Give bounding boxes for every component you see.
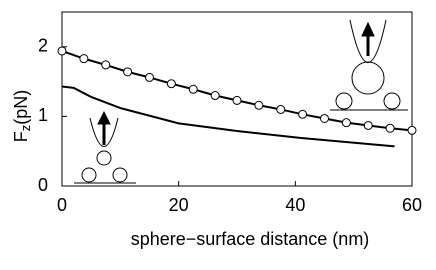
sphere xyxy=(96,150,112,166)
x-tick-label: 60 xyxy=(402,195,422,215)
y-label-symbol: F xyxy=(11,131,31,142)
x-tick-label: 40 xyxy=(285,195,305,215)
marker xyxy=(188,84,198,94)
marker xyxy=(363,120,373,130)
y-tick-label: 0 xyxy=(38,175,48,195)
y-tick-label: 1 xyxy=(38,105,48,125)
tip xyxy=(89,117,119,147)
marker xyxy=(145,72,154,82)
sphere xyxy=(335,92,353,110)
y-axis-label: Fz(pN) xyxy=(11,90,34,143)
marker xyxy=(166,79,176,89)
y-tick-label: 2 xyxy=(38,36,48,56)
marker xyxy=(123,67,133,77)
marker xyxy=(298,109,308,119)
y-label-subscript: z xyxy=(18,125,33,132)
x-tick-label: 20 xyxy=(169,195,189,215)
marker xyxy=(320,113,329,123)
inset-large xyxy=(330,19,408,111)
sphere xyxy=(81,167,97,183)
inset-small xyxy=(74,110,136,184)
arrow-head xyxy=(361,21,375,37)
marker xyxy=(407,125,417,135)
marker xyxy=(101,60,111,70)
arrow-head xyxy=(97,110,111,125)
x-tick-label: 0 xyxy=(57,195,67,215)
y-label-unit: (pN) xyxy=(11,90,31,125)
x-axis-label: sphere−surface distance (nm) xyxy=(131,229,370,249)
sphere xyxy=(351,61,385,95)
series-line xyxy=(61,85,395,148)
marker xyxy=(79,54,89,64)
marker xyxy=(57,46,67,56)
sphere xyxy=(112,167,128,183)
marker xyxy=(341,118,351,128)
marker xyxy=(254,100,264,110)
marker xyxy=(276,104,286,114)
sphere xyxy=(383,92,401,110)
marker xyxy=(232,95,242,105)
marker xyxy=(210,91,220,101)
plot-frame xyxy=(61,11,413,187)
marker xyxy=(385,123,395,133)
series-line xyxy=(61,50,413,132)
